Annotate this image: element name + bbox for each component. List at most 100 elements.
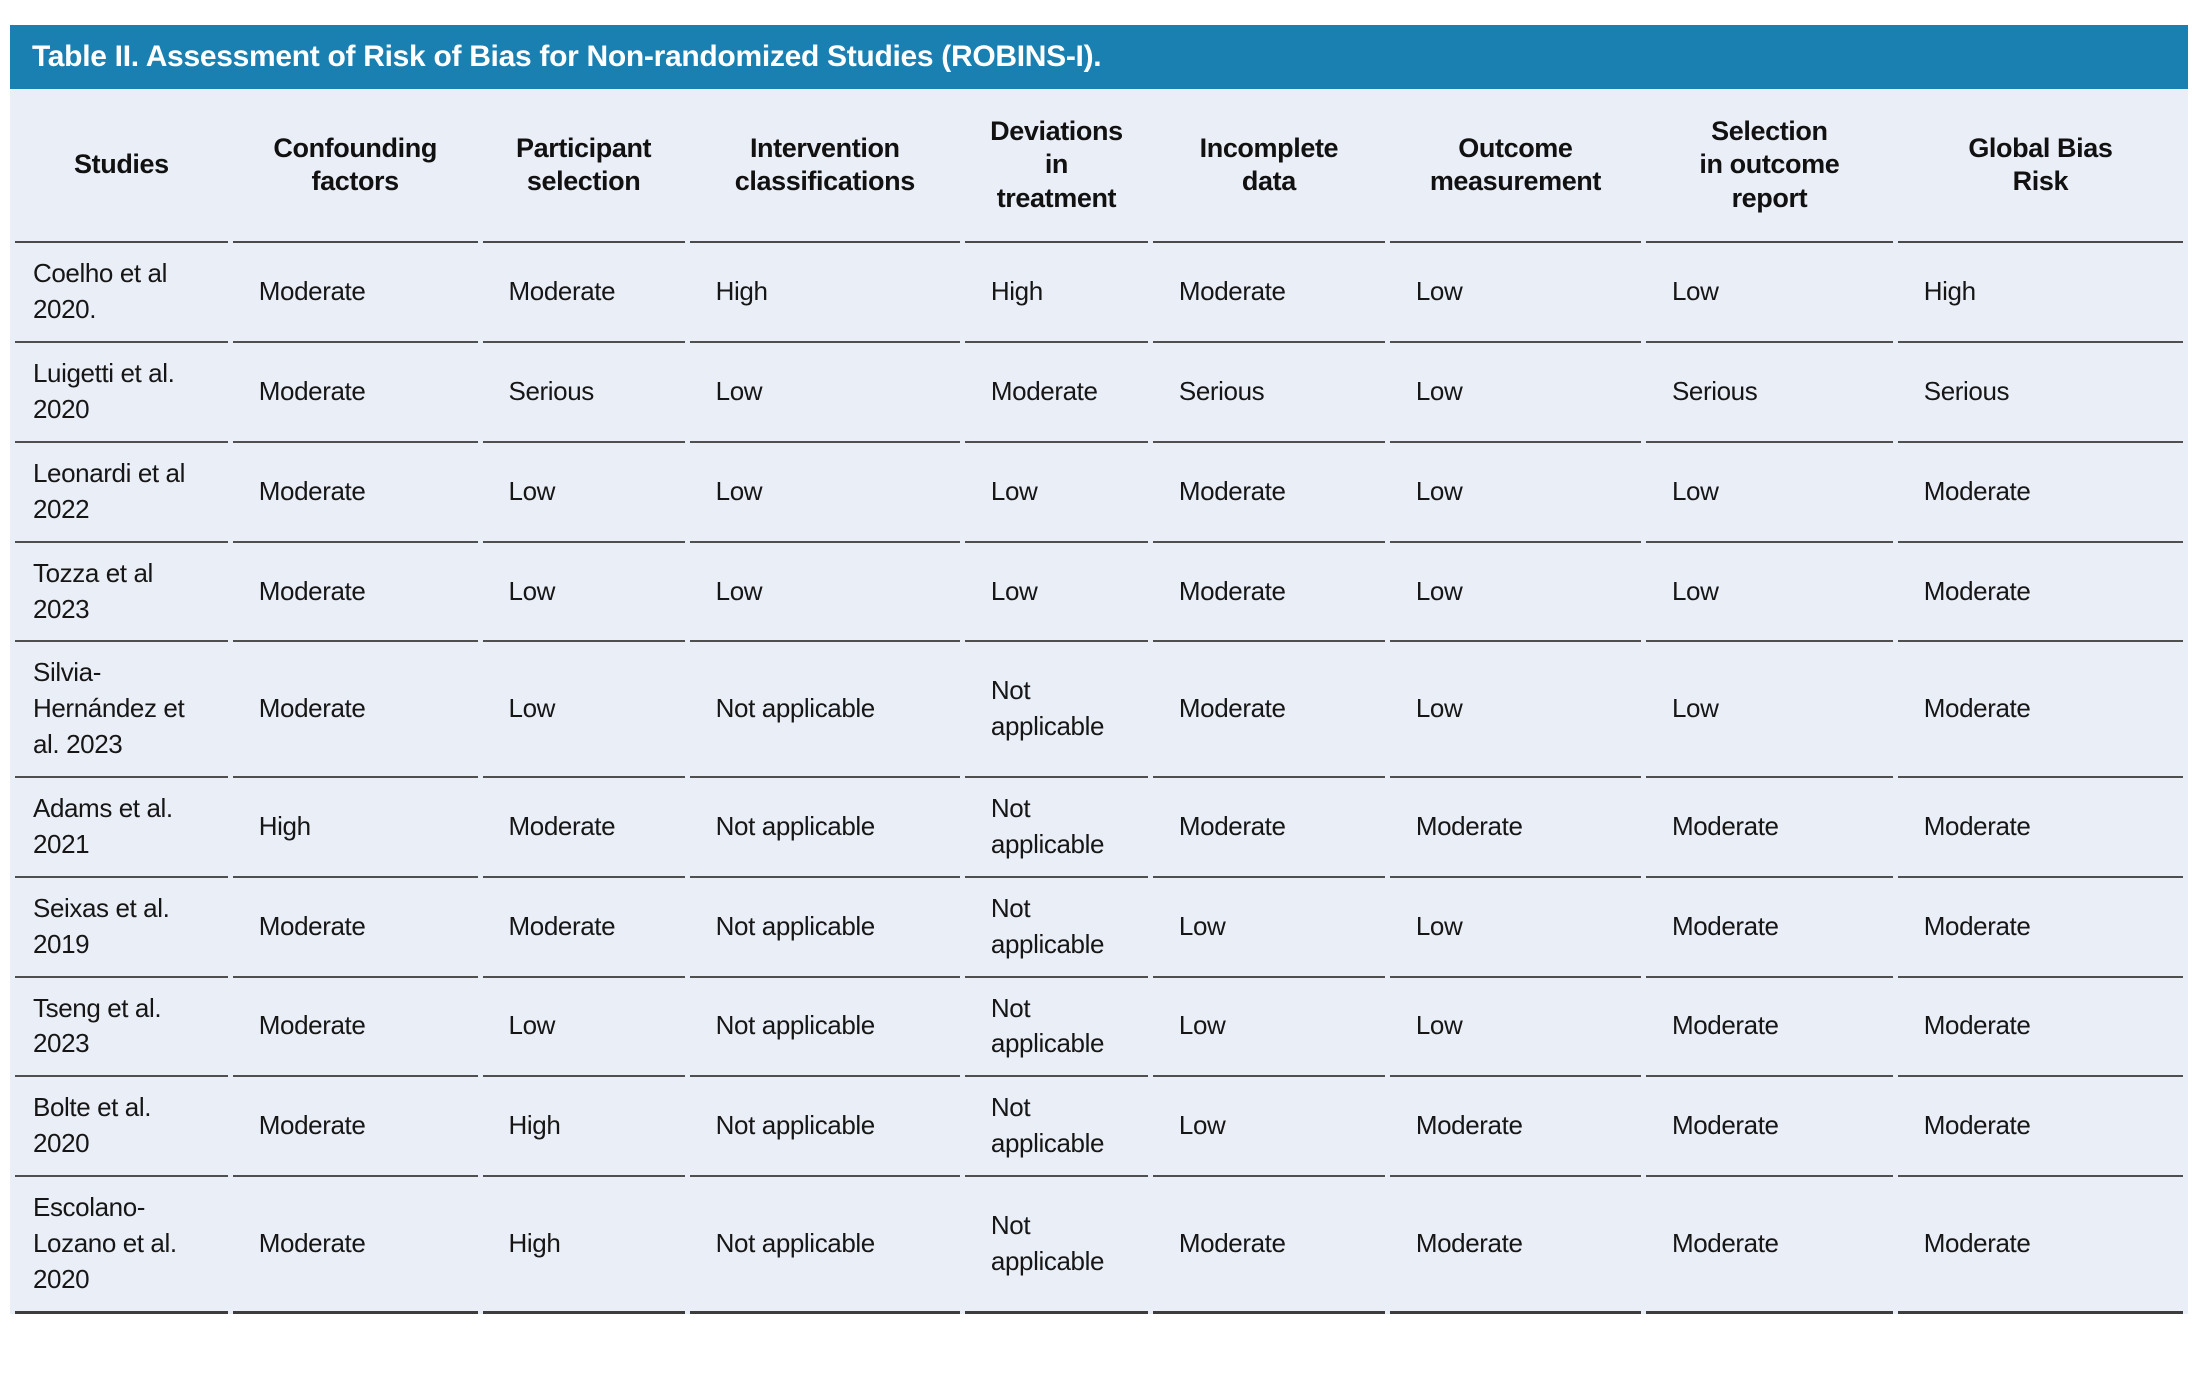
rating-cell-global-bias-risk: Moderate [1897,778,2183,878]
rating-cell-selection-in-outcome-report: Moderate [1645,878,1893,978]
rating-cell-deviations-in-treatment: Not applicable [964,642,1148,779]
table-row: Bolte et al. 2020 Moderate High Not applica… [15,1077,2183,1178]
column-header-intervention-classifications: Intervention classifications [689,89,960,244]
rating-cell-participant-selection: Low [482,443,685,543]
rating-cell-outcome-measurement: Low [1389,343,1641,443]
study-cell: Tozza et al 2023 [15,543,228,643]
rating-cell-incomplete-data: Moderate [1152,778,1385,878]
rating-cell-outcome-measurement: Low [1389,243,1641,344]
rating-cell-intervention-classifications: Low [689,543,960,643]
column-header-selection-in-outcome-report: Selection in outcome report [1645,89,1893,244]
rating-cell-deviations-in-treatment: Not applicable [964,778,1148,878]
rating-cell-participant-selection: High [482,1077,685,1178]
rating-cell-outcome-measurement: Moderate [1389,1177,1641,1314]
table-title-bar: Table II. Assessment of Risk of Bias for… [10,25,2188,89]
rating-cell-outcome-measurement: Low [1389,642,1641,779]
rating-cell-outcome-measurement: Low [1389,443,1641,543]
rating-cell-deviations-in-treatment: High [964,243,1148,344]
rating-cell-confounding-factors: Moderate [232,878,478,978]
column-header-outcome-measurement: Outcome measurement [1389,89,1641,244]
rating-cell-confounding-factors: Moderate [232,543,478,643]
study-cell: Adams et al. 2021 [15,778,228,878]
rating-cell-confounding-factors: Moderate [232,1177,478,1314]
study-cell: Coelho et al 2020. [15,243,228,344]
rating-cell-outcome-measurement: Low [1389,543,1641,643]
rating-cell-outcome-measurement: Low [1389,978,1641,1078]
rating-cell-outcome-measurement: Moderate [1389,778,1641,878]
rating-cell-intervention-classifications: High [689,243,960,344]
rating-cell-incomplete-data: Low [1152,878,1385,978]
rating-cell-global-bias-risk: Moderate [1897,543,2183,643]
rating-cell-selection-in-outcome-report: Moderate [1645,978,1893,1078]
rating-cell-intervention-classifications: Not applicable [689,1077,960,1178]
rating-cell-global-bias-risk: Moderate [1897,878,2183,978]
rating-cell-participant-selection: Moderate [482,878,685,978]
table-row: Adams et al. 2021 High Moderate Not applica… [15,778,2183,878]
column-header-participant-selection: Participant selection [482,89,685,244]
rating-cell-intervention-classifications: Not applicable [689,642,960,779]
column-header-deviations-in-treatment: Deviations in treatment [964,89,1148,244]
rating-cell-global-bias-risk: Serious [1897,343,2183,443]
study-cell: Luigetti et al. 2020 [15,343,228,443]
rating-cell-incomplete-data: Moderate [1152,443,1385,543]
rating-cell-confounding-factors: Moderate [232,343,478,443]
rating-cell-intervention-classifications: Not applicable [689,1177,960,1314]
rating-cell-global-bias-risk: High [1897,243,2183,344]
rating-cell-selection-in-outcome-report: Moderate [1645,778,1893,878]
rating-cell-intervention-classifications: Not applicable [689,778,960,878]
rating-cell-participant-selection: High [482,1177,685,1314]
study-cell: Tseng et al. 2023 [15,978,228,1078]
table-row: Luigetti et al. 2020 Moderate Serious Low Mo… [15,343,2183,443]
rating-cell-confounding-factors: Moderate [232,1077,478,1178]
rating-cell-intervention-classifications: Not applicable [689,978,960,1078]
rating-cell-deviations-in-treatment: Not applicable [964,1077,1148,1178]
rating-cell-deviations-in-treatment: Moderate [964,343,1148,443]
rating-cell-participant-selection: Moderate [482,778,685,878]
rating-cell-participant-selection: Serious [482,343,685,443]
rating-cell-global-bias-risk: Moderate [1897,642,2183,779]
rating-cell-intervention-classifications: Low [689,343,960,443]
column-header-incomplete-data: Incomplete data [1152,89,1385,244]
rating-cell-selection-in-outcome-report: Moderate [1645,1077,1893,1178]
table-title: Table II. Assessment of Risk of Bias for… [32,40,1102,73]
table-row: Seixas et al. 2019 Moderate Moderate Not ap… [15,878,2183,978]
table-row: Coelho et al 2020. Moderate Moderate High Hi… [15,243,2183,344]
rating-cell-participant-selection: Low [482,978,685,1078]
study-cell: Leonardi et al 2022 [15,443,228,543]
rating-cell-selection-in-outcome-report: Moderate [1645,1177,1893,1314]
rating-cell-confounding-factors: Moderate [232,642,478,779]
rating-cell-selection-in-outcome-report: Low [1645,543,1893,643]
rating-cell-incomplete-data: Low [1152,978,1385,1078]
rating-cell-selection-in-outcome-report: Serious [1645,343,1893,443]
rating-cell-participant-selection: Moderate [482,243,685,344]
study-cell: Silvia-Hernández et al. 2023 [15,642,228,779]
study-cell: Bolte et al. 2020 [15,1077,228,1178]
column-header-global-bias-risk: Global Bias Risk [1897,89,2183,244]
rating-cell-deviations-in-treatment: Low [964,543,1148,643]
rating-cell-confounding-factors: Moderate [232,978,478,1078]
robins-table-card: Table II. Assessment of Risk of Bias for… [10,25,2188,1314]
rating-cell-confounding-factors: Moderate [232,443,478,543]
robins-table: Studies Confounding factors Participant se… [10,89,2188,1314]
rating-cell-deviations-in-treatment: Not applicable [964,1177,1148,1314]
table-row: Silvia-Hernández et al. 2023 Moderate Low N… [15,642,2183,779]
rating-cell-incomplete-data: Moderate [1152,243,1385,344]
rating-cell-participant-selection: Low [482,543,685,643]
rating-cell-outcome-measurement: Moderate [1389,1077,1641,1178]
rating-cell-deviations-in-treatment: Not applicable [964,878,1148,978]
rating-cell-global-bias-risk: Moderate [1897,443,2183,543]
table-row: Leonardi et al 2022 Moderate Low Low Low Mode… [15,443,2183,543]
rating-cell-incomplete-data: Serious [1152,343,1385,443]
rating-cell-confounding-factors: High [232,778,478,878]
study-cell: Seixas et al. 2019 [15,878,228,978]
rating-cell-incomplete-data: Moderate [1152,543,1385,643]
rating-cell-confounding-factors: Moderate [232,243,478,344]
rating-cell-intervention-classifications: Low [689,443,960,543]
column-header-studies: Studies [15,89,228,244]
column-header-confounding-factors: Confounding factors [232,89,478,244]
rating-cell-deviations-in-treatment: Not applicable [964,978,1148,1078]
study-cell: Escolano-Lozano et al. 2020 [15,1177,228,1314]
rating-cell-incomplete-data: Moderate [1152,642,1385,779]
rating-cell-incomplete-data: Moderate [1152,1177,1385,1314]
table-row: Escolano-Lozano et al. 2020 Moderate High N… [15,1177,2183,1314]
